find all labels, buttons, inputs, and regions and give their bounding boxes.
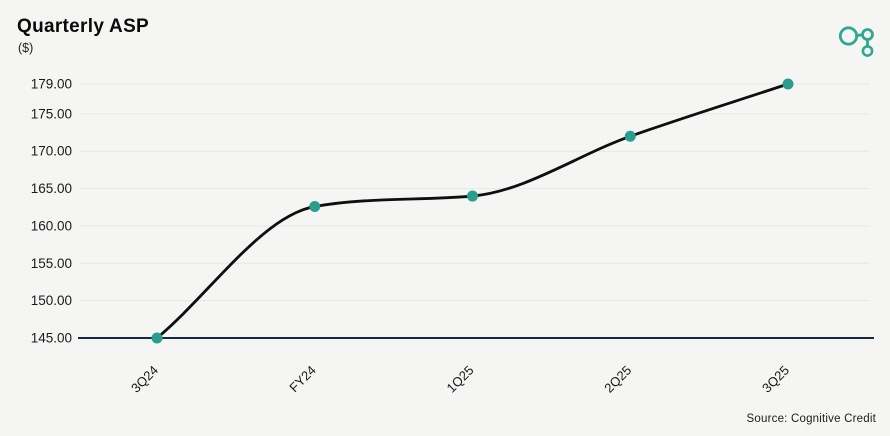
source-attribution: Source: Cognitive Credit — [746, 413, 876, 425]
page-title: Quarterly ASP — [17, 16, 150, 37]
data-point-marker — [782, 78, 794, 90]
x-tick-label: FY24 — [286, 363, 319, 396]
data-point-marker — [624, 130, 636, 142]
data-point-marker — [467, 190, 478, 202]
y-tick-label: 165.00 — [31, 181, 72, 196]
y-tick-label: 170.00 — [31, 144, 72, 159]
logo-large-circle — [838, 26, 859, 46]
cognitive-credit-logo-icon — [838, 26, 874, 57]
x-tick-label: 1Q25 — [444, 363, 477, 396]
x-tick-label: 2Q25 — [601, 363, 634, 396]
data-point-marker — [151, 332, 163, 344]
x-tick-label: 3Q25 — [759, 363, 792, 396]
y-tick-label: 155.00 — [31, 256, 72, 271]
series-line — [155, 82, 790, 340]
y-tick-label: 150.00 — [31, 293, 72, 308]
chart-units-label: ($) — [18, 41, 34, 55]
y-tick-label: 160.00 — [31, 218, 72, 233]
logo-small-circle-bottom — [861, 45, 874, 57]
y-tick-label: 175.00 — [31, 106, 72, 121]
data-point-marker — [309, 201, 321, 213]
x-tick-label: 3Q24 — [128, 363, 161, 396]
y-tick-label: 145.00 — [31, 331, 72, 346]
y-tick-label: 179.00 — [31, 77, 72, 92]
